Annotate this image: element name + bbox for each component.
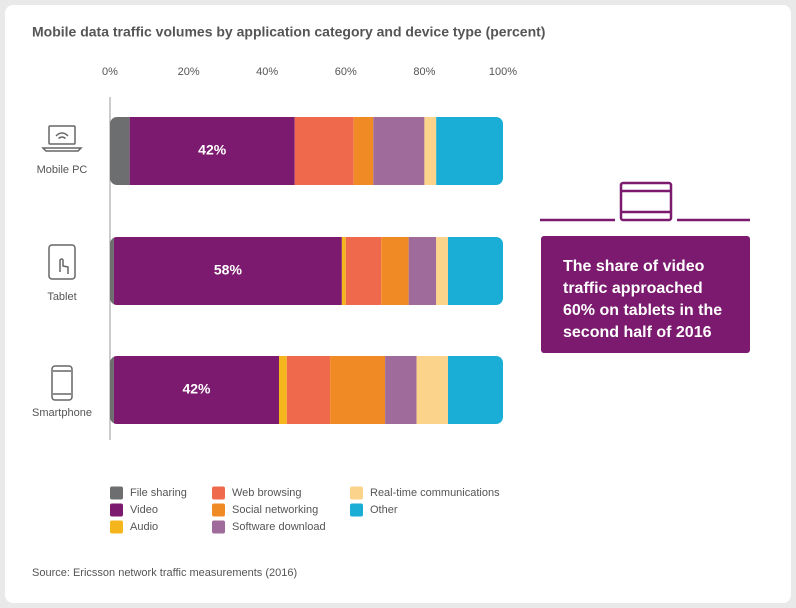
x-tick-label: 60%	[335, 66, 357, 78]
value-label: 42%	[182, 381, 211, 397]
legend-swatch	[350, 486, 363, 500]
bar-segment	[278, 356, 287, 424]
bar-segment	[294, 117, 354, 185]
legend-swatch	[212, 520, 225, 534]
legend-label: Social networking	[232, 504, 318, 516]
icons	[41, 125, 83, 401]
y-tick-label: Tablet	[47, 291, 76, 303]
x-tick-label: 0%	[102, 66, 118, 78]
bar-segment	[129, 117, 295, 185]
bar-segment	[286, 356, 331, 424]
source: Source: Ericsson network traffic measure…	[32, 567, 297, 579]
bar-segment	[408, 237, 437, 305]
legend-swatch	[350, 503, 363, 517]
legend-swatch	[110, 503, 123, 517]
value-label: 58%	[214, 262, 243, 278]
bar-segment	[113, 237, 342, 305]
bar-segment	[330, 356, 386, 424]
bar-segment	[447, 237, 503, 305]
legend-swatch	[212, 503, 225, 517]
value-label: 42%	[198, 142, 227, 158]
bar-segment	[110, 117, 130, 185]
bar-segment	[385, 356, 417, 424]
x-tick-label: 80%	[413, 66, 435, 78]
annotation: The share of video traffic approached 60…	[541, 236, 750, 353]
phone-icon	[51, 365, 73, 401]
laptop-base	[41, 147, 83, 152]
bar-segment	[110, 237, 114, 305]
legend-label: Other	[370, 504, 398, 516]
chart-title: Mobile data traffic volumes by applicati…	[32, 24, 545, 40]
bar-segment	[436, 237, 448, 305]
bar-segment	[113, 356, 279, 424]
bar-segment	[345, 237, 382, 305]
bar-segment	[341, 237, 346, 305]
bar-segment	[447, 356, 503, 424]
y-tick-label: Mobile PC	[37, 164, 88, 176]
bar-group	[110, 117, 503, 185]
x-tick-label: 40%	[256, 66, 278, 78]
bar-segment	[381, 237, 409, 305]
hand-icon	[59, 258, 69, 274]
bar-segment	[373, 117, 425, 185]
legend-label: Video	[130, 504, 158, 516]
x-tick-label: 100%	[489, 66, 517, 78]
tablet-icon	[48, 244, 76, 280]
legend-swatch	[110, 486, 123, 500]
bar-segment	[110, 356, 114, 424]
laptop-icon	[48, 125, 76, 145]
legend-label: Real-time communications	[370, 487, 500, 499]
x-tick-label: 20%	[178, 66, 200, 78]
bar-segment	[353, 117, 374, 185]
bar-group	[110, 356, 503, 424]
bar-segment	[424, 117, 437, 185]
film-icon	[540, 181, 750, 222]
legend-label: File sharing	[130, 487, 187, 499]
wifi-icon	[55, 132, 69, 140]
y-tick-label: Smartphone	[32, 407, 92, 419]
legend-label: Web browsing	[232, 487, 302, 499]
bar-segment	[436, 117, 503, 185]
legend-swatch	[212, 486, 225, 500]
legend-label: Audio	[130, 521, 158, 533]
legend-swatch	[110, 520, 123, 534]
bar-segment	[416, 356, 448, 424]
film-frame	[619, 181, 673, 222]
bar-group	[110, 237, 503, 305]
legend-label: Software download	[232, 521, 326, 533]
